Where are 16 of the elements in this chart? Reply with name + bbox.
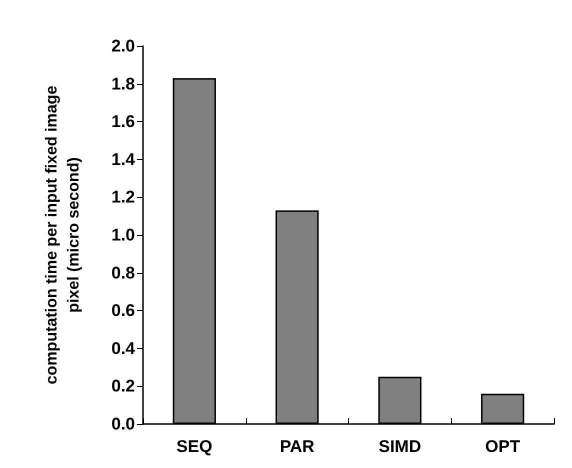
y-tick-label: 0.0 bbox=[111, 414, 135, 434]
y-tick-label: 0.2 bbox=[111, 376, 135, 396]
x-tick-label: SIMD bbox=[378, 437, 422, 456]
y-tick-label: 2.0 bbox=[111, 36, 135, 56]
y-tick-label: 1.4 bbox=[111, 150, 136, 169]
x-tick-label: SEQ bbox=[176, 437, 212, 456]
y-tick-label: 0.4 bbox=[111, 338, 136, 358]
y-tick-label: 1.0 bbox=[111, 226, 135, 244]
y-tick-label: 0.8 bbox=[111, 263, 135, 282]
x-tick-label: PAR bbox=[280, 437, 314, 456]
y-tick-label: 1.6 bbox=[111, 112, 135, 132]
y-tick-label: 1.2 bbox=[111, 188, 135, 207]
y-tick-label: 1.8 bbox=[111, 74, 135, 94]
y-tick-label: 0.6 bbox=[111, 301, 135, 320]
x-tick-label: OPT bbox=[485, 437, 521, 456]
y-axis-title: computation time per input fixed image pixel (micro second) bbox=[44, 86, 82, 384]
